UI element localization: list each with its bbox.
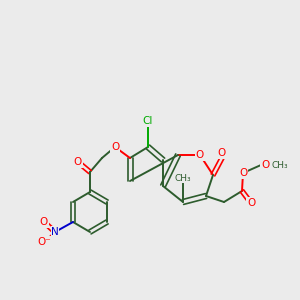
Text: O: O xyxy=(239,168,247,178)
Text: O: O xyxy=(218,148,226,158)
Text: CH₃: CH₃ xyxy=(175,174,191,183)
Text: O: O xyxy=(111,142,119,152)
Text: Cl: Cl xyxy=(143,116,153,126)
Text: CH₃: CH₃ xyxy=(271,160,288,169)
Text: O: O xyxy=(74,157,82,167)
Text: O⁻: O⁻ xyxy=(37,237,51,247)
Text: O: O xyxy=(247,198,255,208)
Text: O: O xyxy=(40,217,48,227)
Text: O: O xyxy=(196,150,204,160)
Text: O: O xyxy=(261,160,269,170)
Text: N: N xyxy=(51,227,59,237)
